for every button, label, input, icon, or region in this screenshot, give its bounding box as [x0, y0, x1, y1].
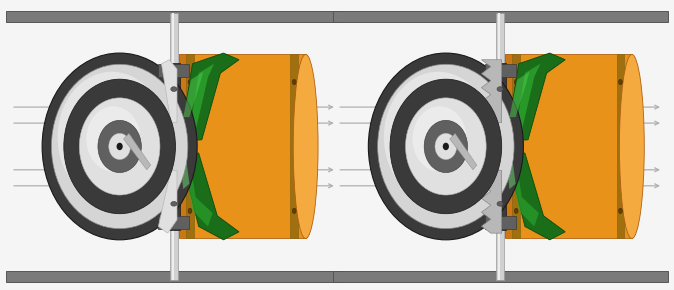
- Ellipse shape: [514, 79, 518, 85]
- Polygon shape: [162, 60, 177, 122]
- Polygon shape: [180, 53, 239, 141]
- Ellipse shape: [171, 87, 177, 91]
- Polygon shape: [183, 157, 213, 226]
- Ellipse shape: [109, 133, 131, 160]
- Ellipse shape: [497, 202, 503, 206]
- Ellipse shape: [51, 64, 188, 229]
- FancyBboxPatch shape: [158, 64, 189, 77]
- Ellipse shape: [293, 208, 296, 213]
- FancyBboxPatch shape: [7, 11, 341, 22]
- FancyBboxPatch shape: [498, 13, 500, 280]
- Polygon shape: [510, 157, 539, 226]
- Polygon shape: [481, 60, 501, 122]
- Polygon shape: [189, 64, 214, 133]
- Ellipse shape: [443, 143, 449, 150]
- FancyBboxPatch shape: [172, 13, 174, 280]
- Ellipse shape: [188, 208, 192, 213]
- Ellipse shape: [435, 133, 457, 160]
- Ellipse shape: [117, 143, 123, 150]
- FancyBboxPatch shape: [496, 13, 504, 280]
- Ellipse shape: [188, 79, 192, 85]
- FancyBboxPatch shape: [333, 271, 667, 282]
- Ellipse shape: [424, 120, 468, 173]
- Ellipse shape: [619, 79, 622, 85]
- Ellipse shape: [98, 120, 142, 173]
- Ellipse shape: [64, 79, 175, 214]
- FancyBboxPatch shape: [485, 64, 516, 77]
- FancyBboxPatch shape: [512, 55, 520, 238]
- FancyBboxPatch shape: [179, 55, 306, 238]
- FancyBboxPatch shape: [505, 55, 632, 238]
- Polygon shape: [481, 171, 501, 233]
- Ellipse shape: [293, 79, 296, 85]
- FancyBboxPatch shape: [505, 55, 515, 238]
- Polygon shape: [450, 133, 477, 170]
- Polygon shape: [183, 72, 204, 117]
- Ellipse shape: [377, 64, 514, 229]
- Polygon shape: [158, 171, 177, 233]
- Ellipse shape: [368, 53, 523, 240]
- Polygon shape: [516, 64, 541, 133]
- Ellipse shape: [619, 208, 622, 213]
- Ellipse shape: [42, 53, 197, 240]
- Polygon shape: [180, 160, 189, 189]
- Polygon shape: [506, 160, 516, 189]
- Ellipse shape: [57, 72, 166, 202]
- Polygon shape: [506, 53, 565, 141]
- Ellipse shape: [390, 79, 501, 214]
- FancyBboxPatch shape: [494, 63, 506, 230]
- Ellipse shape: [514, 208, 518, 213]
- FancyBboxPatch shape: [617, 55, 624, 238]
- Ellipse shape: [80, 98, 160, 195]
- Ellipse shape: [406, 98, 486, 195]
- Ellipse shape: [497, 87, 503, 91]
- Polygon shape: [180, 152, 239, 240]
- FancyBboxPatch shape: [179, 55, 189, 238]
- Ellipse shape: [293, 55, 318, 238]
- FancyBboxPatch shape: [485, 216, 516, 229]
- Polygon shape: [123, 133, 151, 170]
- Ellipse shape: [171, 202, 177, 206]
- Ellipse shape: [619, 55, 644, 238]
- FancyBboxPatch shape: [170, 13, 178, 280]
- FancyBboxPatch shape: [290, 55, 298, 238]
- Ellipse shape: [384, 72, 492, 202]
- FancyBboxPatch shape: [186, 55, 194, 238]
- Polygon shape: [506, 152, 565, 240]
- FancyBboxPatch shape: [7, 271, 341, 282]
- Ellipse shape: [412, 106, 467, 172]
- FancyBboxPatch shape: [168, 63, 180, 230]
- FancyBboxPatch shape: [158, 216, 189, 229]
- Ellipse shape: [86, 106, 141, 172]
- Polygon shape: [510, 72, 530, 117]
- FancyBboxPatch shape: [333, 11, 667, 22]
